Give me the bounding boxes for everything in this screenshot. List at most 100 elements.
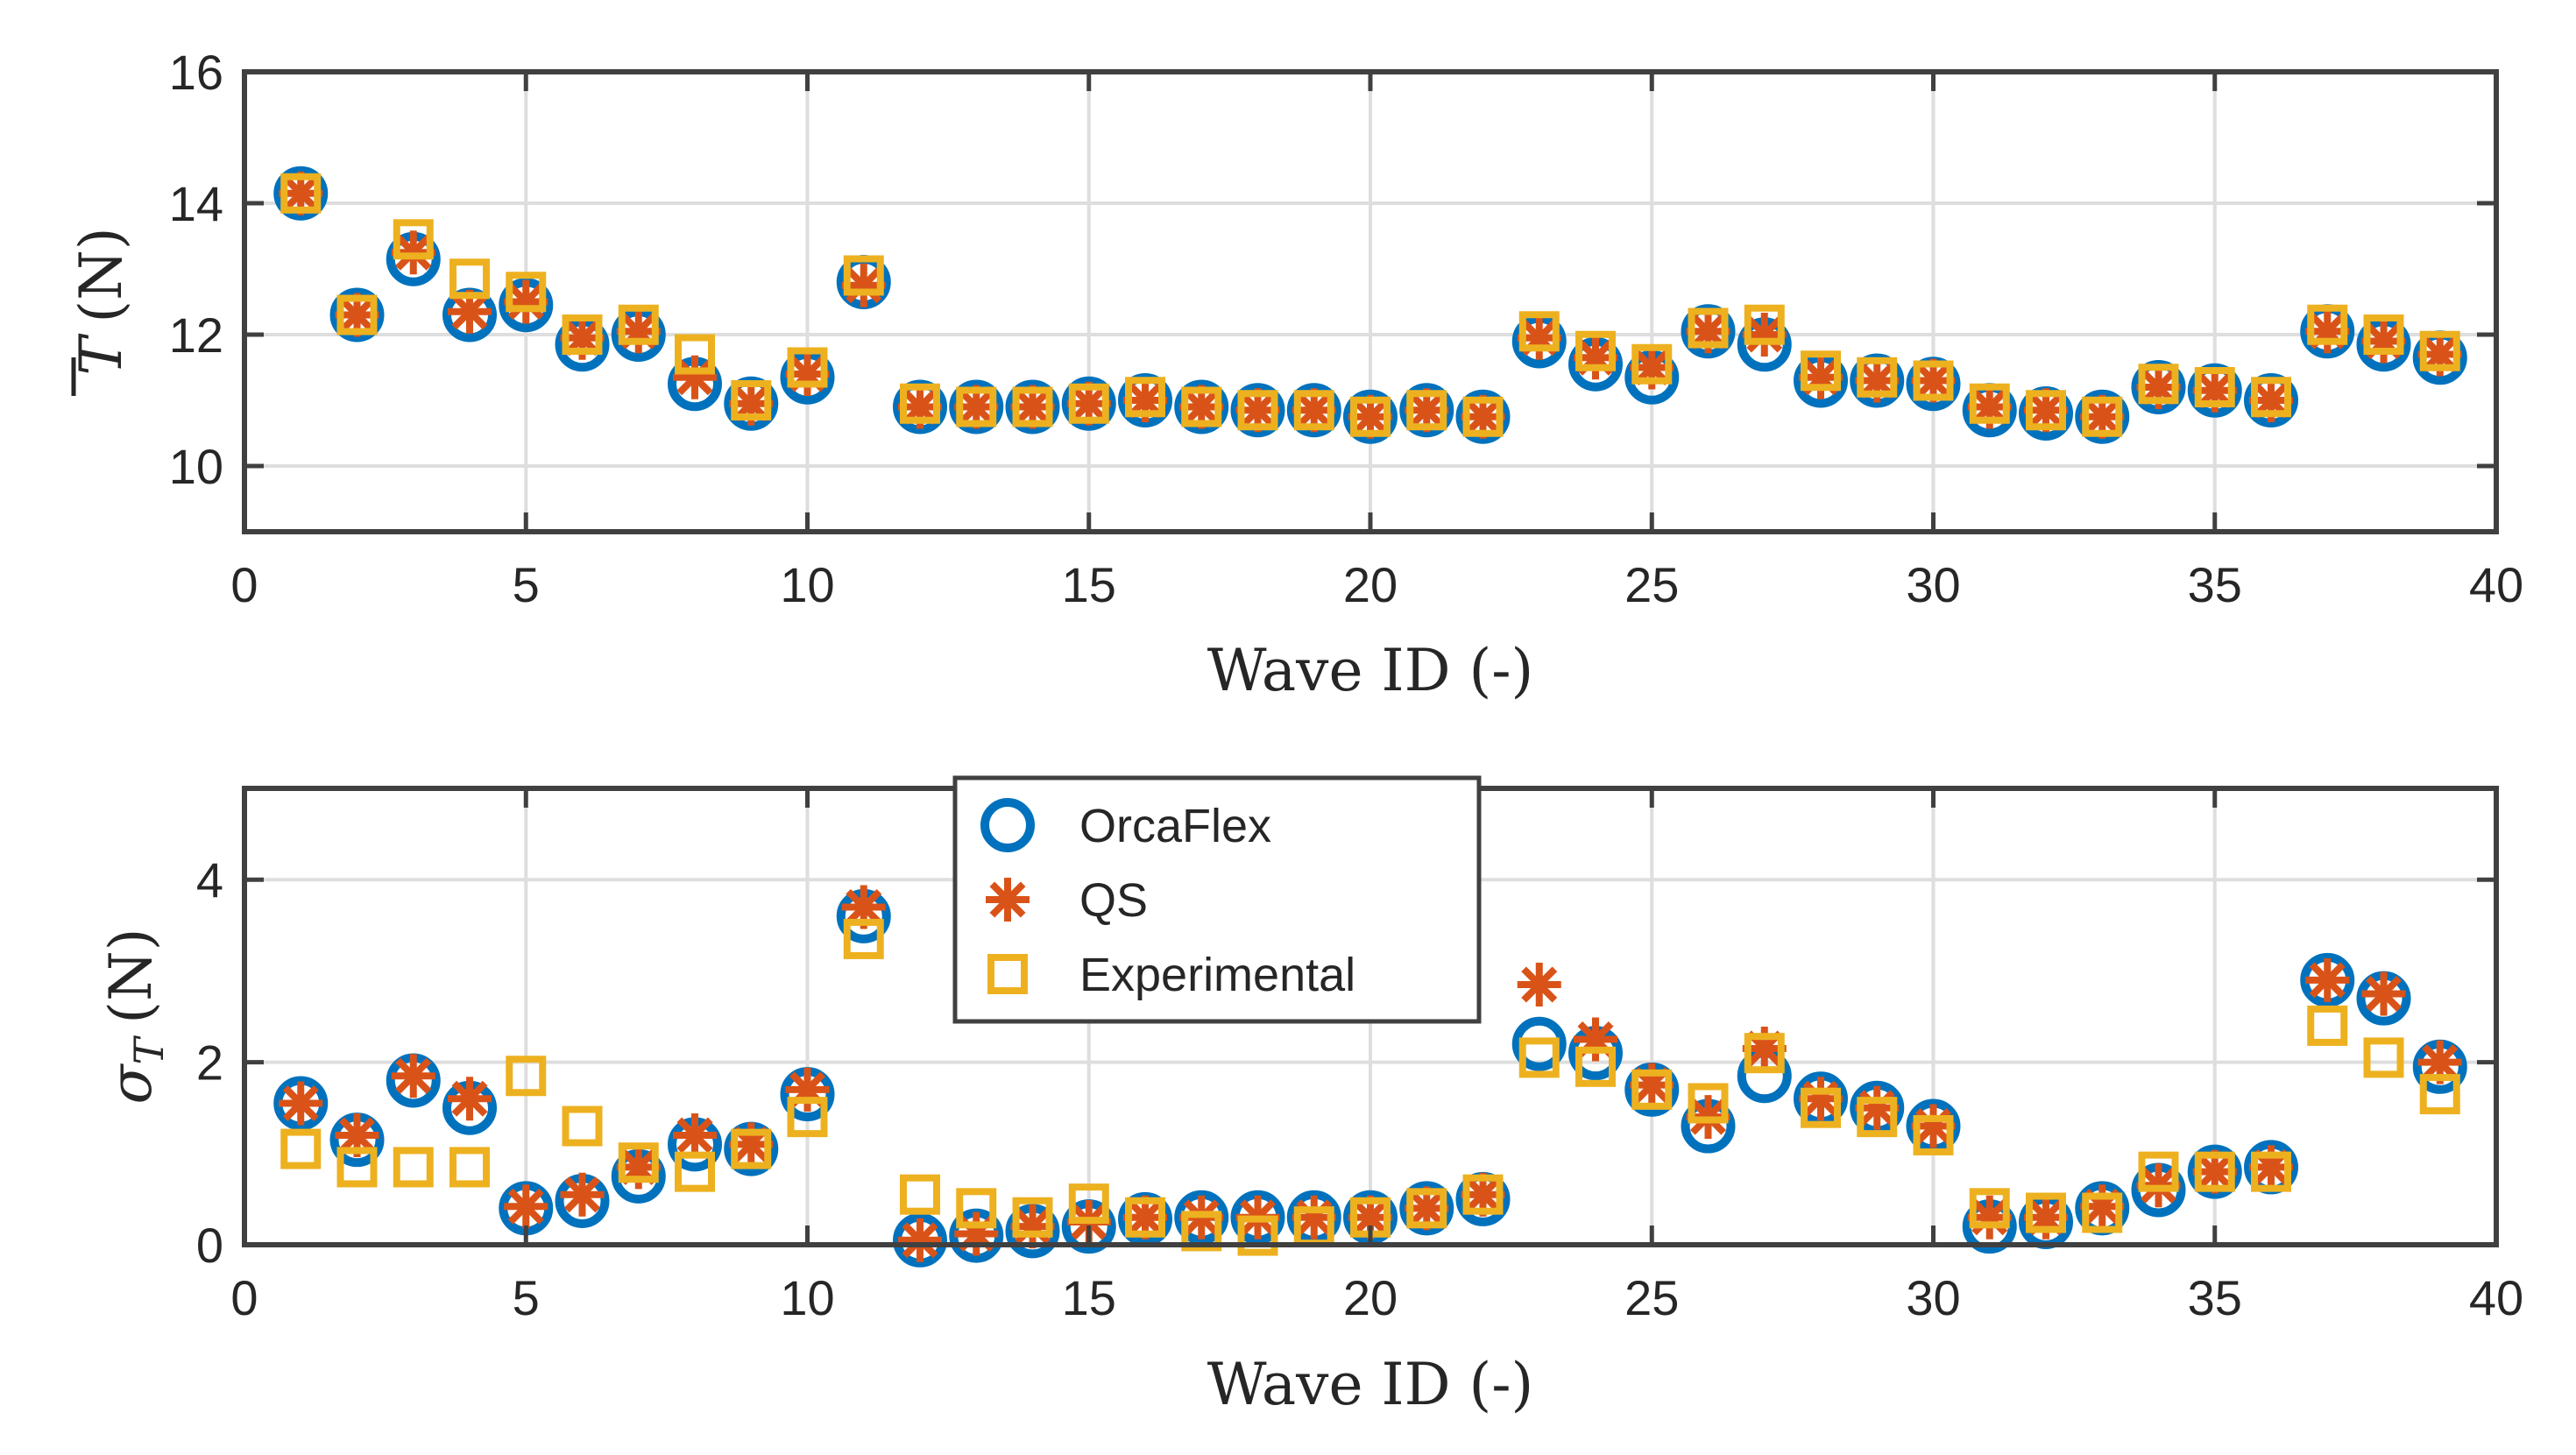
bottom-point-experimental [2419, 1074, 2460, 1115]
top-point-experimental [336, 294, 378, 335]
bottom-x-tick-label: 25 [1624, 1270, 1679, 1325]
bottom-y-axis-label: σT (N) [97, 929, 173, 1105]
bottom-point-experimental [1181, 1211, 1222, 1252]
top-point-experimental [280, 173, 322, 214]
bottom-point-experimental [562, 1105, 603, 1147]
bottom-x-axis-label: Wave ID (-) [1207, 1351, 1534, 1418]
top-point-experimental [2419, 330, 2460, 371]
bottom-point-qs [841, 885, 886, 929]
legend-items: OrcaFlex QS Experimental [980, 798, 1355, 1001]
top-point-orcaflex [1455, 389, 1511, 444]
top-y-axis-label: T (N) [67, 227, 135, 396]
bottom-y-tick-label: 4 [196, 852, 223, 908]
bottom-point-experimental [1631, 1069, 1673, 1110]
legend-box [952, 775, 1482, 1024]
top-point-orcaflex [1343, 389, 1398, 444]
bottom-point-qs [560, 1172, 605, 1217]
top-point-experimental [1293, 390, 1334, 431]
bottom-point-qs [2361, 971, 2406, 1016]
top-x-tick-label: 40 [2469, 557, 2523, 612]
legend-item-orcaflex: OrcaFlex [980, 798, 1271, 852]
bottom-ticks: 0 5 10 15 20 25 30 35 40 0 2 4 [196, 788, 2523, 1325]
bottom-point-experimental [1406, 1188, 1447, 1229]
top-point-orcaflex [273, 166, 329, 221]
top-point-experimental [843, 255, 884, 296]
top-x-tick-label: 25 [1624, 557, 1679, 612]
bottom-point-experimental [280, 1128, 322, 1169]
legend-marker-orcaflex [980, 798, 1035, 852]
bottom-point-experimental [1068, 1183, 1109, 1225]
top-point-experimental [1744, 304, 1785, 345]
bottom-point-experimental [731, 1128, 772, 1169]
top-point-orcaflex [1061, 376, 1116, 431]
bottom-point-experimental [2307, 1005, 2348, 1046]
top-panel: 0 5 10 15 20 25 30 35 40 10 12 14 16 Wave ID (-) T (N… [67, 45, 2523, 704]
top-point-orcaflex [1399, 383, 1454, 438]
top-x-tick-label: 0 [230, 557, 258, 612]
bottom-point-orcaflex [1174, 1190, 1229, 1245]
bottom-data-points [273, 885, 2467, 1268]
top-x-tick-label: 10 [780, 557, 834, 612]
top-x-tick-label: 30 [1906, 557, 1960, 612]
bottom-point-experimental [618, 1142, 659, 1183]
bottom-point-qs [391, 1054, 435, 1098]
bottom-point-experimental [1237, 1215, 1278, 1256]
bottom-x-tick-label: 5 [513, 1270, 540, 1325]
bottom-point-experimental [1575, 1046, 1616, 1087]
top-point-orcaflex [329, 287, 385, 343]
top-point-orcaflex [1174, 379, 1229, 434]
bottom-x-tick-label: 15 [1062, 1270, 1116, 1325]
bottom-x-tick-label: 10 [780, 1270, 834, 1325]
legend-label-experimental: Experimental [1079, 949, 1355, 1001]
top-point-experimental [1125, 377, 1165, 418]
top-point-experimental [2363, 314, 2404, 355]
top-point-experimental [1575, 330, 1616, 371]
top-point-orcaflex [1230, 383, 1285, 438]
bottom-point-qs [2417, 1040, 2462, 1084]
top-point-experimental [618, 304, 659, 345]
bottom-point-orcaflex [1230, 1190, 1285, 1245]
top-x-tick-label: 35 [2188, 557, 2242, 612]
top-point-experimental [956, 386, 997, 427]
bottom-point-qs [673, 1112, 717, 1157]
top-y-axis-unit: (N) [67, 227, 135, 322]
bottom-point-experimental [1744, 1033, 1785, 1074]
legend: OrcaFlex QS Experimental [952, 775, 1482, 1024]
legend-label-qs: QS [1079, 874, 1148, 927]
bottom-panel: 0 5 10 15 20 25 30 35 40 0 2 4 Wave ID (-) σT (N) Or… [97, 775, 2523, 1418]
bottom-point-experimental [900, 1174, 940, 1215]
top-point-experimental [2026, 390, 2066, 431]
top-point-orcaflex [1005, 379, 1060, 434]
top-point-experimental [1350, 396, 1391, 437]
top-point-experimental [731, 380, 772, 420]
top-point-experimental [1913, 360, 1954, 401]
bottom-series-orcaflex [273, 888, 2467, 1268]
legend-item-qs: QS [986, 874, 1148, 927]
top-point-experimental [506, 272, 547, 313]
svg-text:σT(N): σT (N) [97, 929, 173, 1105]
bottom-point-experimental [1125, 1197, 1165, 1238]
bottom-point-experimental [843, 918, 884, 959]
top-point-experimental [900, 383, 940, 424]
bottom-point-orcaflex [893, 1212, 947, 1268]
top-x-axis-label: Wave ID (-) [1207, 637, 1534, 704]
bottom-x-tick-label: 35 [2188, 1270, 2242, 1325]
bottom-y-axis-subscript: T [125, 1035, 173, 1064]
bottom-point-orcaflex [273, 1076, 329, 1131]
top-y-axis-symbol: T [67, 333, 135, 376]
top-point-experimental [1068, 383, 1109, 424]
bottom-point-qs [1517, 963, 1561, 1007]
bottom-point-experimental [956, 1188, 997, 1229]
bottom-point-experimental [1688, 1083, 1729, 1124]
bottom-x-tick-label: 40 [2469, 1270, 2523, 1325]
bottom-point-orcaflex [2300, 952, 2355, 1007]
top-y-tick-label: 12 [169, 307, 223, 363]
bottom-point-experimental [2082, 1192, 2123, 1233]
bottom-point-orcaflex [1399, 1181, 1454, 1236]
bottom-y-tick-label: 2 [196, 1035, 223, 1091]
top-point-experimental [675, 334, 715, 375]
bottom-point-experimental [2194, 1151, 2235, 1192]
bottom-point-experimental [1462, 1174, 1504, 1215]
bottom-point-experimental [393, 1147, 434, 1188]
